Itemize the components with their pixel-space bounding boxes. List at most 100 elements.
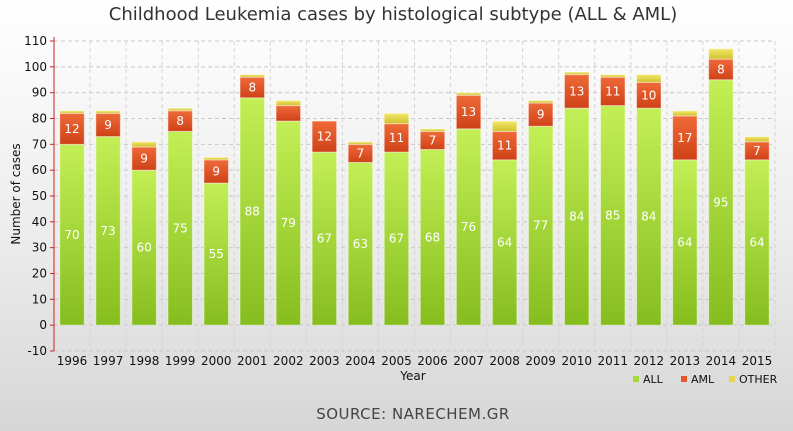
bar-other-2004[interactable] bbox=[347, 141, 374, 145]
source-note: SOURCE: NARECHEM.GR bbox=[316, 405, 510, 423]
bar-aml-2010[interactable] bbox=[563, 74, 590, 109]
bar-other-1998[interactable] bbox=[131, 141, 157, 148]
data-label-all: 60 bbox=[136, 241, 151, 255]
legend: ALL AML OTHER bbox=[633, 373, 778, 386]
data-label-aml: 13 bbox=[569, 84, 584, 98]
x-tick-label: 2001 bbox=[237, 354, 268, 368]
y-tick-label: 10 bbox=[32, 292, 47, 306]
bar-aml-2006[interactable] bbox=[419, 130, 446, 151]
bar-all-2011[interactable] bbox=[600, 105, 626, 326]
bar-all-2001[interactable] bbox=[239, 97, 266, 326]
data-label-aml: 9 bbox=[140, 152, 148, 166]
data-label-all: 63 bbox=[353, 237, 368, 251]
bar-other-1996[interactable] bbox=[59, 110, 85, 114]
x-tick-label: 2006 bbox=[417, 354, 448, 368]
bar-other-2014[interactable] bbox=[708, 48, 734, 60]
bar-other-2015[interactable] bbox=[744, 136, 770, 143]
data-label-all: 88 bbox=[245, 205, 260, 219]
bar-other-2001[interactable] bbox=[239, 74, 266, 78]
y-tick-label: 50 bbox=[32, 189, 47, 203]
bar-all-2013[interactable] bbox=[672, 159, 698, 326]
bar-other-2005[interactable] bbox=[383, 112, 410, 125]
bar-other-1999[interactable] bbox=[167, 107, 193, 112]
bar-aml-2011[interactable] bbox=[600, 76, 626, 107]
y-tick-label: 110 bbox=[24, 34, 47, 48]
y-tick-label: 60 bbox=[32, 163, 47, 177]
bar-other-2013[interactable] bbox=[672, 110, 698, 117]
data-label-all: 55 bbox=[209, 247, 224, 261]
y-tick-label: 80 bbox=[32, 112, 47, 126]
x-axis: 1996 1997 1998 1999 2000 2001 2002 2003 2004 2005… bbox=[57, 354, 772, 368]
x-tick-label: 2007 bbox=[453, 354, 484, 368]
bar-aml-2012[interactable] bbox=[636, 81, 662, 109]
data-label-all: 73 bbox=[100, 224, 115, 238]
data-label-aml: 7 bbox=[357, 146, 365, 160]
data-label-aml: 11 bbox=[497, 139, 512, 153]
bar-all-1997[interactable] bbox=[95, 136, 121, 326]
chart-title: Childhood Leukemia cases by histological… bbox=[109, 4, 677, 25]
bar-other-2010[interactable] bbox=[563, 71, 590, 76]
bar-all-1996[interactable] bbox=[59, 143, 85, 326]
x-tick-label: 2011 bbox=[598, 354, 629, 368]
x-tick-label: 2005 bbox=[381, 354, 412, 368]
data-label-aml: 7 bbox=[429, 133, 437, 147]
data-label-all: 84 bbox=[569, 210, 584, 224]
data-label-aml: 17 bbox=[677, 131, 692, 145]
bar-all-2004[interactable] bbox=[347, 161, 374, 326]
data-label-all: 70 bbox=[64, 228, 79, 242]
data-label-aml: 9 bbox=[104, 118, 112, 132]
data-label-all: 76 bbox=[461, 220, 476, 234]
data-label-aml: 13 bbox=[461, 105, 476, 119]
data-label-all: 85 bbox=[605, 208, 620, 222]
data-label-aml: 10 bbox=[641, 88, 656, 102]
x-tick-label: 2012 bbox=[634, 354, 665, 368]
bar-all-1999[interactable] bbox=[167, 130, 193, 326]
bar-all-2002[interactable] bbox=[275, 120, 302, 326]
x-tick-label: 2000 bbox=[201, 354, 232, 368]
y-tick-label: 0 bbox=[39, 318, 47, 332]
bar-other-2006[interactable] bbox=[419, 128, 446, 132]
x-axis-title: Year bbox=[399, 369, 425, 383]
data-label-aml: 8 bbox=[248, 81, 256, 95]
x-tick-label: 2014 bbox=[706, 354, 737, 368]
data-label-all: 67 bbox=[389, 232, 404, 246]
data-label-all: 77 bbox=[533, 219, 548, 233]
y-tick-label: -10 bbox=[27, 344, 47, 358]
bar-other-2002[interactable] bbox=[275, 99, 302, 107]
bar-other-2008[interactable] bbox=[491, 120, 518, 132]
bar-all-2007[interactable] bbox=[455, 128, 482, 326]
bar-all-2009[interactable] bbox=[527, 125, 554, 326]
y-tick-label: 90 bbox=[32, 86, 47, 100]
data-label-aml: 8 bbox=[717, 62, 725, 76]
data-label-aml: 9 bbox=[212, 164, 220, 178]
bar-aml-2002[interactable] bbox=[275, 105, 302, 122]
data-label-all: 95 bbox=[713, 195, 728, 209]
bar-aml-2003[interactable] bbox=[311, 120, 338, 153]
x-tick-label: 2002 bbox=[273, 354, 304, 368]
y-tick-label: 40 bbox=[32, 215, 47, 229]
data-label-aml: 7 bbox=[753, 144, 761, 158]
y-tick-label: 100 bbox=[24, 60, 47, 74]
data-label-aml: 8 bbox=[176, 114, 184, 128]
x-tick-label: 2008 bbox=[489, 354, 520, 368]
y-tick-label: 20 bbox=[32, 267, 47, 281]
data-label-all: 79 bbox=[281, 216, 296, 230]
bar-all-2000[interactable] bbox=[203, 182, 229, 326]
bar-aml-2005[interactable] bbox=[383, 123, 410, 153]
bar-all-2008[interactable] bbox=[491, 159, 518, 326]
bar-all-1998[interactable] bbox=[131, 169, 157, 326]
bar-other-2011[interactable] bbox=[600, 74, 626, 78]
bar-other-2012[interactable] bbox=[636, 74, 662, 83]
x-tick-label: 1997 bbox=[93, 354, 124, 368]
bar-other-2007[interactable] bbox=[455, 92, 482, 96]
y-tick-label: 70 bbox=[32, 137, 47, 151]
x-tick-label: 2003 bbox=[309, 354, 340, 368]
x-tick-label: 2004 bbox=[345, 354, 376, 368]
bar-all-2015[interactable] bbox=[744, 159, 770, 326]
bar-other-1997[interactable] bbox=[95, 110, 121, 114]
bar-other-2000[interactable] bbox=[203, 156, 229, 161]
bars: 7012739609758559888796712637671168776136… bbox=[59, 48, 770, 326]
bar-all-2006[interactable] bbox=[419, 149, 446, 326]
bar-other-2009[interactable] bbox=[527, 99, 554, 104]
